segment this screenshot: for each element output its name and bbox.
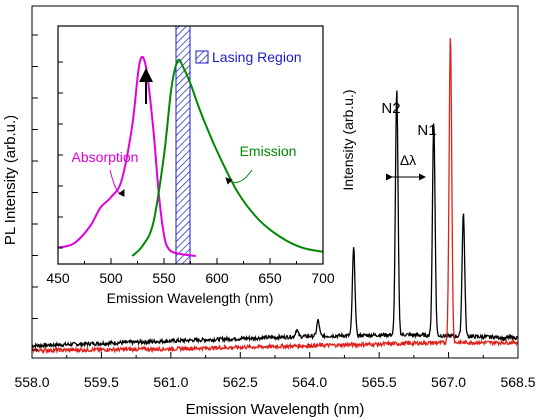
main-series-line-0 [31, 90, 519, 350]
main-y-axis-label: PL Intensity (arb.u.) [2, 115, 19, 245]
main-x-tick-label: 559.5 [84, 374, 119, 390]
inset-y-axis [58, 61, 63, 249]
inset-chart: 450 500 550 600 650 700 Emission Wavelength (… [46, 25, 335, 306]
main-x-axis-label: Emission Wavelength (nm) [186, 401, 365, 418]
absorption-pointer [109, 169, 125, 197]
main-x-tick-label: 558.0 [14, 374, 49, 390]
main-y-axis [32, 34, 38, 351]
n1-label: N1 [417, 122, 436, 139]
main-x-tick-label: 567.0 [431, 374, 466, 390]
main-x-tick-label: 562.5 [223, 374, 258, 390]
emission-pointer [225, 169, 253, 185]
inset-x-tick-label: 600 [205, 270, 229, 286]
inset-x-tick-label: 650 [258, 270, 282, 286]
n2-label: N2 [381, 100, 400, 117]
inset-x-tick-label: 550 [152, 270, 176, 286]
main-x-tick-label: 561.0 [153, 374, 188, 390]
delta-lambda-label: Δλ [400, 152, 416, 168]
main-x-axis: 558.0 559.5 561.0 562.5 564.0 565.5 567.0 568.5 [14, 352, 536, 390]
inset-series-line-0 [57, 55, 196, 257]
main-chart: 558.0 559.5 561.0 562.5 564.0 565.5 567.0 568.5… [2, 5, 536, 418]
main-series-layer [31, 38, 519, 355]
main-x-tick-label: 565.5 [362, 374, 397, 390]
main-series-line-1 [31, 38, 519, 355]
inset-series-layer [57, 55, 324, 257]
legend-label-lasing: Lasing Region [212, 49, 302, 65]
legend-swatch-lasing [195, 50, 209, 64]
main-x-tick-label: 564.0 [292, 374, 327, 390]
inset-x-tick-label: 700 [311, 270, 335, 286]
inset-legend: Lasing Region [195, 49, 302, 65]
main-x-tick-label: 568.5 [500, 374, 535, 390]
absorption-label: Absorption [72, 149, 139, 165]
inset-x-axis: 450 500 550 600 650 700 [46, 258, 335, 286]
inset-series-line-1 [131, 58, 324, 257]
right-intensity-label: Intensity (arb.u.) [340, 89, 356, 190]
inset-x-axis-label: Emission Wavelength (nm) [107, 290, 274, 306]
inset-x-tick-label: 450 [46, 270, 70, 286]
emission-label: Emission [240, 143, 297, 159]
inset-x-tick-label: 500 [99, 270, 123, 286]
